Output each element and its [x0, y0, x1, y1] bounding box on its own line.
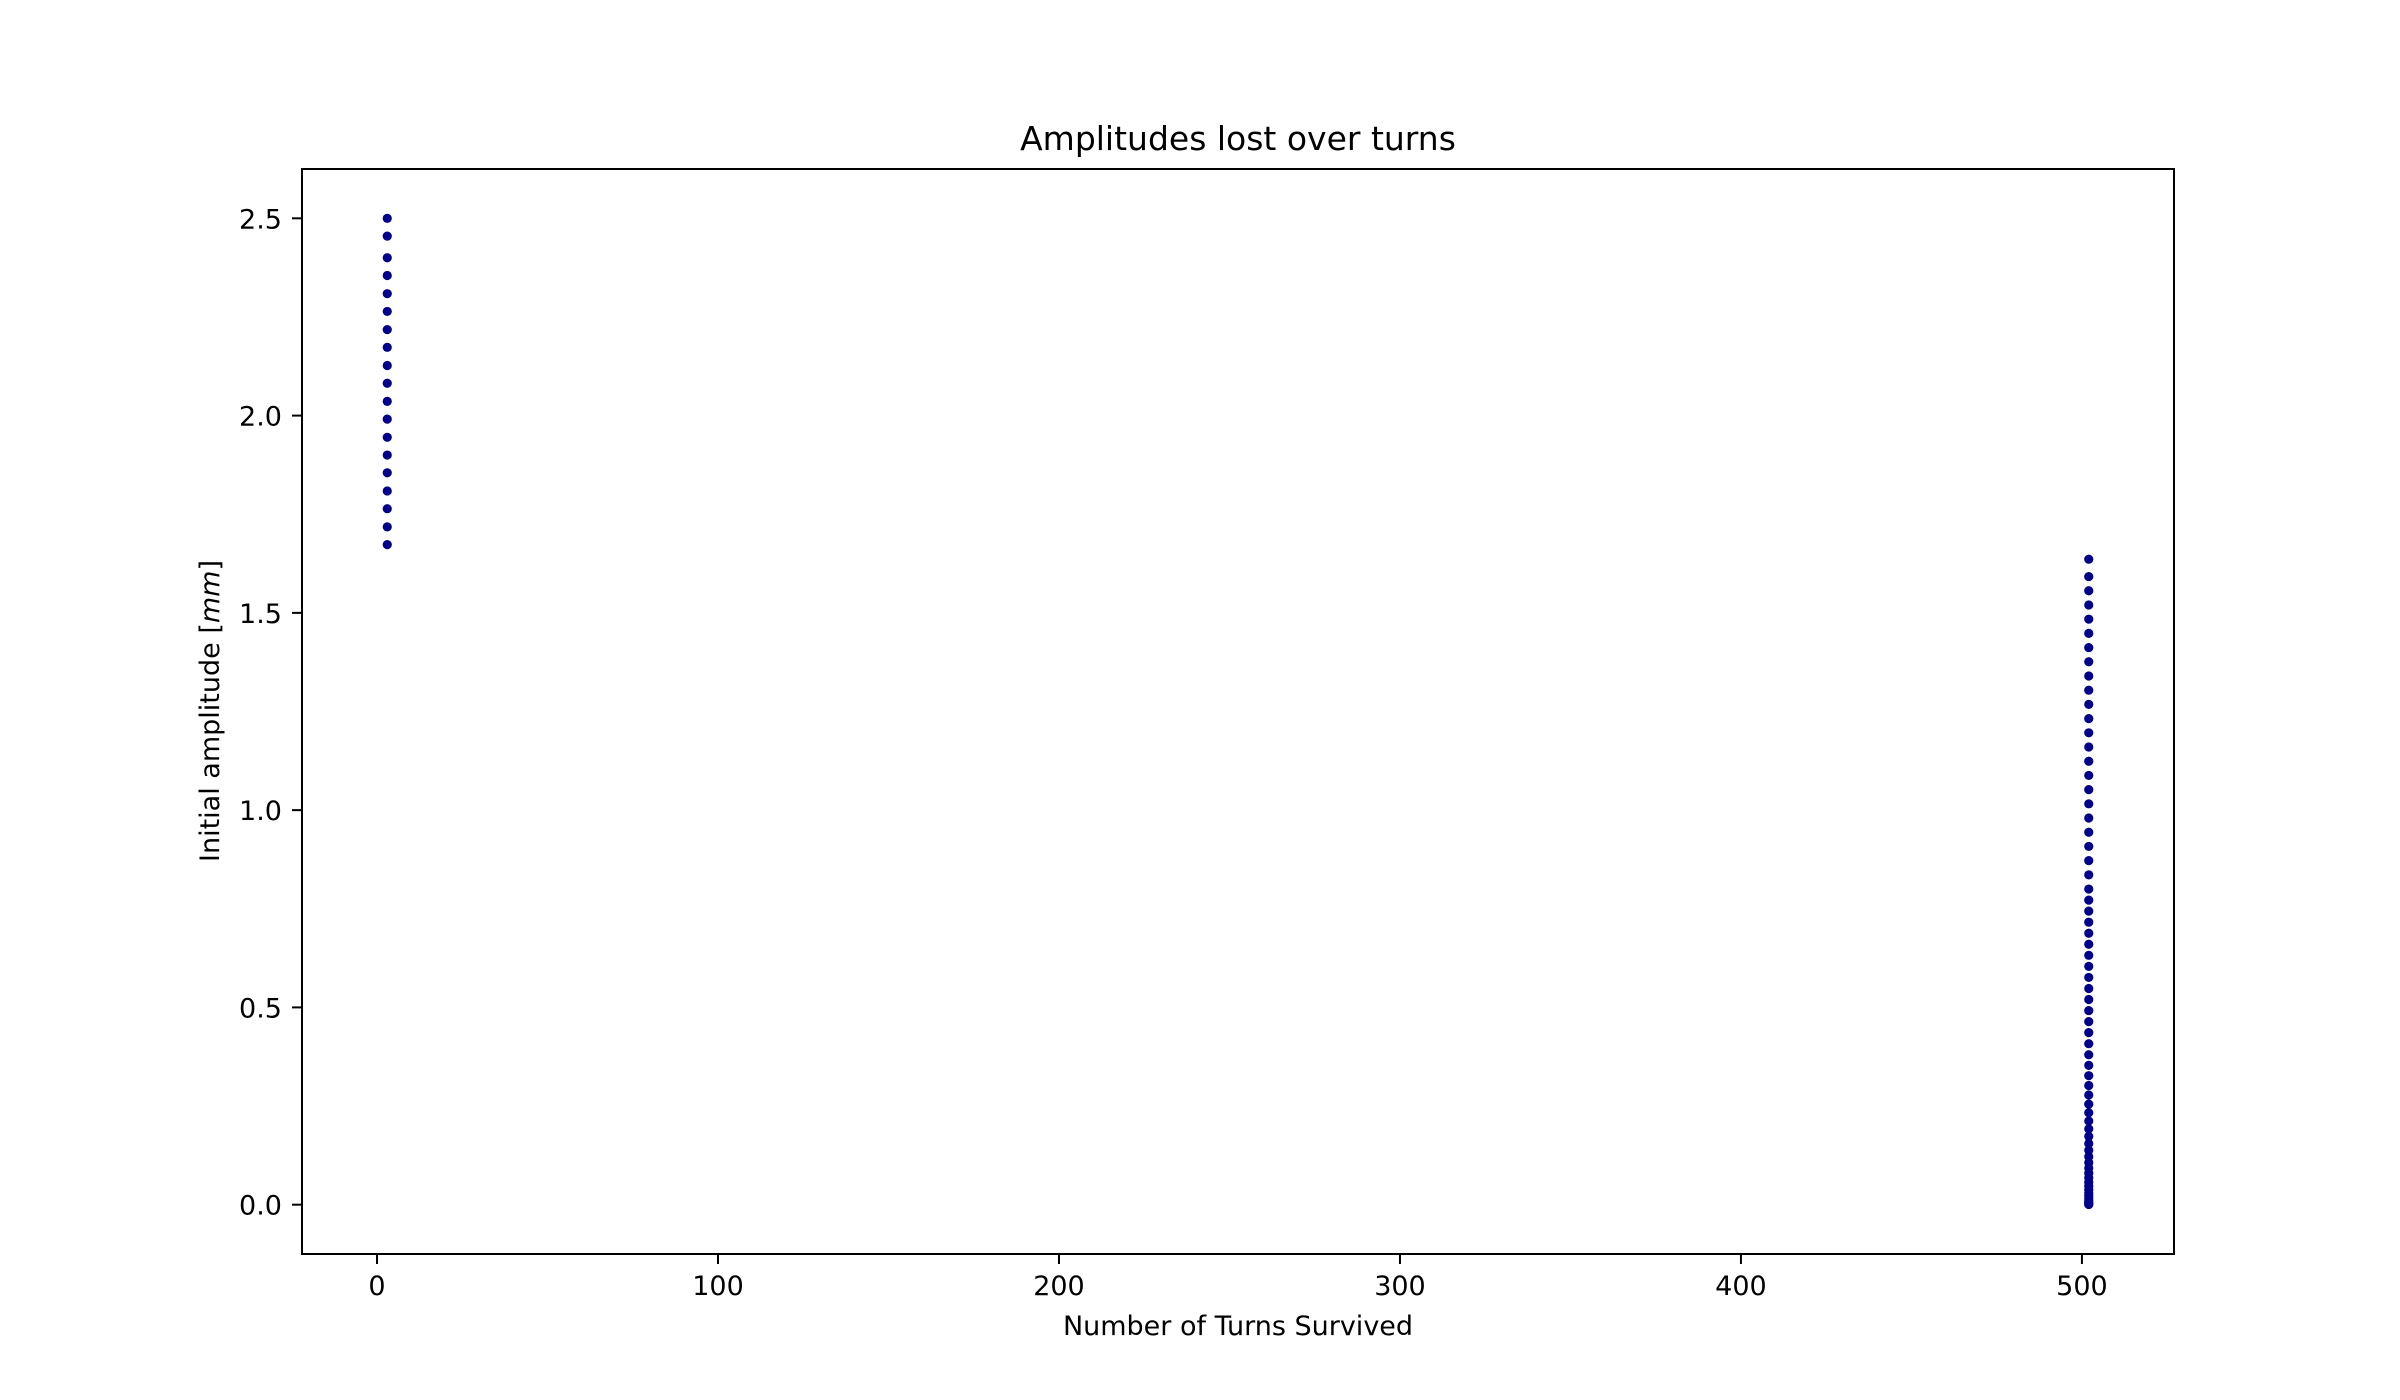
- y-tick-label: 1.5: [239, 599, 282, 630]
- data-point: [2084, 728, 2094, 738]
- data-point: [2084, 699, 2094, 709]
- x-tick-label: 0: [368, 1271, 385, 1302]
- data-point: [2084, 1028, 2094, 1038]
- y-axis-label-prefix: Initial amplitude [: [195, 623, 226, 862]
- x-axis-label: Number of Turns Survived: [1063, 1311, 1413, 1342]
- data-point: [2084, 939, 2094, 949]
- data-point: [2084, 1050, 2094, 1060]
- data-point: [382, 432, 392, 442]
- y-tick-label: 1.0: [239, 796, 282, 827]
- data-point: [2084, 1071, 2094, 1081]
- data-point: [382, 270, 392, 281]
- data-point: [2084, 895, 2094, 905]
- data-point: [2084, 856, 2094, 866]
- data-point: [2084, 841, 2094, 852]
- data-point: [2084, 983, 2094, 994]
- data-point: [2084, 600, 2094, 610]
- data-point: [382, 289, 392, 299]
- data-point: [2084, 1005, 2094, 1016]
- data-point: [2084, 628, 2094, 638]
- data-point: [382, 360, 392, 371]
- data-point: [2084, 1017, 2094, 1027]
- data-point: [2084, 884, 2094, 894]
- data-point: [382, 231, 392, 241]
- data-point: [2084, 685, 2094, 695]
- data-point: [2084, 827, 2094, 837]
- x-tick-label: 200: [1033, 1271, 1085, 1302]
- data-point: [2084, 1108, 2094, 1118]
- chart-title: Amplitudes lost over turns: [1020, 119, 1456, 158]
- data-point: [382, 396, 392, 406]
- data-point: [2084, 1138, 2094, 1149]
- data-point: [382, 324, 392, 335]
- data-point: [2084, 1124, 2094, 1134]
- data-point: [2084, 1060, 2094, 1071]
- data-point: [2084, 972, 2094, 983]
- data-point: [382, 504, 392, 514]
- points-layer: [382, 213, 2094, 1210]
- data-point: [2084, 657, 2094, 667]
- data-point: [2084, 614, 2094, 624]
- data-point: [382, 253, 392, 263]
- data-point: [2084, 928, 2094, 938]
- data-point: [2084, 671, 2094, 681]
- data-point: [382, 378, 392, 388]
- y-axis-label-suffix: ]: [195, 560, 226, 571]
- data-point: [2084, 756, 2094, 766]
- x-tick-label: 300: [1374, 1271, 1426, 1302]
- data-point: [2084, 813, 2094, 823]
- data-point: [382, 540, 392, 550]
- data-point: [2084, 1039, 2094, 1049]
- data-point: [2084, 961, 2094, 971]
- data-point: [2084, 1145, 2094, 1155]
- data-point: [2084, 1131, 2094, 1142]
- data-point: [2084, 799, 2094, 809]
- x-tick-label: 500: [2056, 1271, 2108, 1302]
- data-point: [382, 213, 392, 223]
- y-tick-label: 0.5: [239, 993, 282, 1024]
- data-point: [2084, 770, 2094, 781]
- y-axis-label: Initial amplitude [mm]: [195, 560, 226, 862]
- data-point: [2084, 1116, 2094, 1126]
- data-point: [2084, 1090, 2094, 1100]
- ticks-layer: 0 100 200 300 400 500 0.0 0.5 1.0 1.5 2.0 2.5: [239, 204, 2108, 1302]
- y-tick-label: 0.0: [239, 1191, 282, 1222]
- data-point: [2084, 785, 2094, 795]
- y-tick-label: 2.0: [239, 402, 282, 433]
- data-point: [2084, 1151, 2094, 1162]
- data-point: [2084, 950, 2094, 960]
- data-point: [382, 450, 392, 460]
- data-point: [2084, 1099, 2094, 1109]
- data-point: [382, 414, 392, 424]
- y-axis-label-unit: mm: [195, 571, 226, 624]
- data-point: [2084, 714, 2094, 724]
- data-point: [382, 486, 392, 496]
- data-point: [2084, 906, 2094, 916]
- data-point: [382, 342, 392, 352]
- data-point: [382, 522, 392, 532]
- data-point: [382, 306, 392, 317]
- data-point: [2084, 571, 2094, 582]
- y-tick-label: 2.5: [239, 204, 282, 235]
- data-point: [382, 468, 392, 478]
- data-point: [2084, 1080, 2094, 1091]
- data-point: [2084, 917, 2094, 927]
- data-point: [2084, 994, 2094, 1005]
- data-point: [2084, 742, 2094, 752]
- data-point: [2084, 586, 2094, 596]
- data-point: [2084, 870, 2094, 880]
- data-point: [2084, 642, 2094, 653]
- x-tick-label: 400: [1715, 1271, 1767, 1302]
- plot-frame: [301, 168, 2175, 1255]
- x-tick-label: 100: [692, 1271, 744, 1302]
- data-point: [2084, 554, 2094, 564]
